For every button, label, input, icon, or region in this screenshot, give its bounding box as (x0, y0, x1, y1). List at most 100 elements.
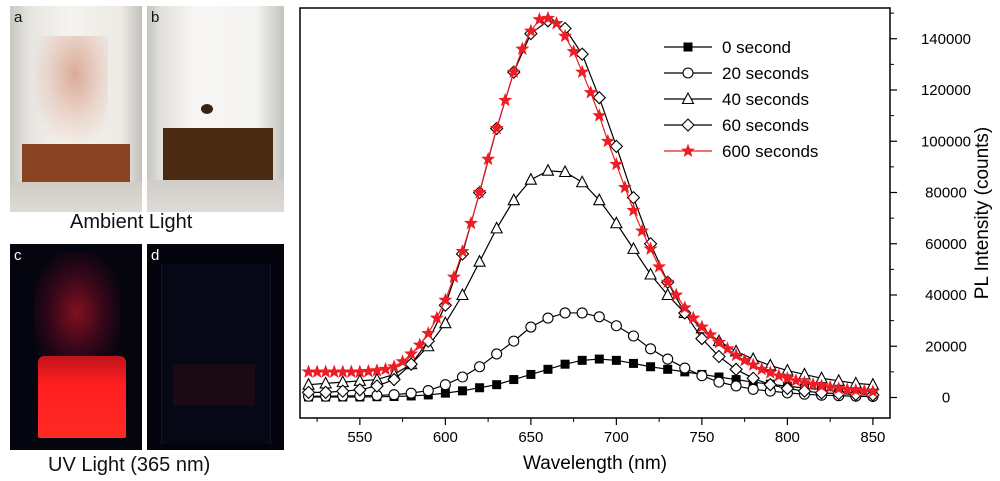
data-point (438, 316, 452, 329)
data-point (646, 362, 656, 372)
data-point (669, 287, 684, 301)
data-point (635, 223, 650, 237)
series-4 (301, 10, 880, 398)
y-tick-label: 20000 (925, 338, 967, 355)
x-tick-label: 800 (775, 429, 800, 446)
data-point (560, 359, 570, 369)
data-point (490, 221, 504, 234)
y-axis-label: PL Intensity (counts) (972, 127, 993, 299)
data-point (600, 133, 615, 148)
uv-light-caption: UV Light (365 nm) (48, 454, 211, 476)
panel-label-c: c (14, 247, 22, 264)
legend-label: 0 second (722, 38, 791, 57)
data-point (361, 364, 376, 378)
ambient-light-caption: Ambient Light (70, 211, 193, 233)
data-point (440, 388, 450, 398)
red-luminescent-sediment (38, 356, 126, 438)
y-tick-label: 0 (942, 390, 950, 407)
series-2 (302, 163, 880, 390)
x-tick-label: 650 (518, 429, 543, 446)
series-line (308, 312, 873, 398)
data-point (543, 364, 553, 374)
data-point (729, 347, 744, 362)
legend-entry: 40 seconds (664, 90, 809, 109)
series-1 (303, 307, 879, 403)
data-point (524, 172, 538, 185)
legend-entry: 20 seconds (664, 64, 809, 83)
data-point (507, 193, 521, 206)
data-point (388, 389, 400, 401)
data-point (609, 139, 624, 154)
legend-marker (681, 91, 695, 105)
data-point (627, 330, 640, 342)
data-point (491, 348, 503, 360)
data-point (508, 335, 520, 347)
legend-marker (681, 143, 695, 157)
data-point (515, 41, 530, 55)
data-point (576, 307, 588, 319)
data-point (525, 321, 537, 333)
data-point (593, 311, 605, 323)
data-point (610, 320, 622, 332)
data-point (592, 193, 606, 206)
data-point (694, 319, 709, 333)
data-point (318, 385, 333, 400)
data-point (729, 362, 743, 377)
data-point (387, 372, 401, 387)
data-point (575, 47, 589, 61)
data-point (823, 379, 838, 394)
data-point (780, 370, 795, 385)
data-point (577, 355, 587, 365)
data-point (506, 64, 521, 79)
data-point (643, 241, 658, 255)
data-point (489, 121, 504, 135)
data-point (797, 375, 812, 389)
faint-sediment (173, 364, 255, 406)
data-point (840, 382, 855, 396)
x-tick-label: 600 (433, 429, 458, 446)
data-point (763, 377, 778, 392)
data-point (421, 326, 436, 340)
data-point (474, 361, 486, 373)
y-tick-label: 100000 (921, 133, 971, 150)
y-tick-label: 140000 (921, 31, 971, 48)
data-point (788, 373, 803, 387)
legend-label: 40 seconds (722, 90, 809, 109)
data-point (566, 44, 581, 58)
data-point (523, 23, 538, 38)
data-point (679, 362, 691, 374)
photo-panel-c: c (10, 244, 142, 450)
data-point (662, 353, 674, 365)
data-point (806, 377, 821, 391)
panel-label-b: b (151, 9, 160, 26)
data-point (660, 274, 675, 289)
legend-entry: 60 seconds (664, 116, 809, 135)
data-point (617, 180, 632, 194)
legend-entry: 0 second (664, 38, 791, 57)
data-point (609, 216, 623, 229)
data-point (713, 376, 725, 388)
data-point (429, 310, 444, 325)
data-point (592, 90, 607, 105)
y-tick-label: 80000 (925, 185, 967, 202)
panel-label-a: a (14, 9, 23, 26)
data-point (575, 64, 590, 79)
data-point (797, 384, 812, 398)
data-point (498, 92, 513, 107)
data-point (814, 378, 829, 392)
data-point (831, 381, 846, 395)
x-tick-label: 750 (689, 429, 714, 446)
data-point (677, 300, 692, 314)
x-axis-label: Wavelength (nm) (523, 453, 667, 474)
data-point (645, 343, 657, 355)
data-point (730, 380, 742, 392)
legend-label: 60 seconds (722, 116, 809, 135)
series-line (308, 20, 873, 396)
x-tick-label: 850 (860, 429, 885, 446)
x-tick-label: 700 (604, 429, 629, 446)
data-point (594, 354, 604, 364)
data-point (526, 369, 536, 379)
legend-entry: 600 seconds (664, 142, 818, 161)
data-point (747, 383, 759, 395)
